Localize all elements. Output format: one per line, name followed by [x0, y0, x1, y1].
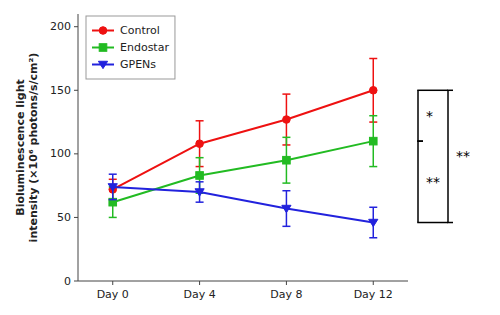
error-bar-cap — [369, 58, 377, 60]
error-bar — [369, 207, 377, 238]
error-bar-cap — [282, 93, 290, 95]
error-bar-cap — [196, 157, 204, 159]
point — [109, 198, 117, 206]
error-bar — [282, 137, 290, 183]
significance-bracket: ** — [423, 90, 470, 222]
legend-frame — [86, 16, 175, 79]
x-tick-label: Day 12 — [354, 288, 393, 301]
significance-bracket: ** — [417, 141, 440, 222]
annotations: ***** — [417, 90, 470, 222]
point — [369, 137, 377, 145]
series — [109, 59, 378, 200]
legend: Control Endostar GPENs — [86, 16, 175, 79]
error-bar-cap — [282, 226, 290, 228]
error-bar — [369, 116, 377, 167]
series-line — [113, 141, 374, 202]
error-bar-cap — [282, 182, 290, 184]
legend-marker — [99, 44, 107, 52]
y-tick-label: 150 — [50, 84, 71, 97]
error-bar-cap — [369, 166, 377, 168]
error-bar — [282, 94, 290, 145]
series-line — [113, 90, 374, 189]
point — [283, 156, 291, 164]
error-bar — [196, 182, 204, 202]
x-tick — [112, 281, 113, 285]
error-bar-cap — [282, 190, 290, 192]
legend-item: Control — [92, 24, 160, 37]
y-tick-label: 0 — [64, 275, 71, 288]
point — [282, 205, 291, 212]
error-bar — [109, 174, 117, 199]
legend-label: Endostar — [120, 41, 169, 54]
bracket-line — [417, 90, 419, 141]
error-bar-cap — [109, 217, 117, 219]
y-tick — [74, 90, 78, 91]
bracket-end — [417, 140, 423, 142]
y-tick — [74, 217, 78, 218]
error-bar-cap — [369, 207, 377, 209]
axes: 0 50 100 150 200 Day 0 Day 4 Day 8 Day 12 — [50, 14, 408, 301]
error-bar-cap — [196, 181, 204, 183]
x-tick-label: Day 8 — [270, 288, 302, 301]
y-axis-label-line: Bioluminescence light — [14, 79, 27, 216]
bracket-end — [417, 140, 423, 142]
y-tick-label: 100 — [50, 147, 71, 160]
significance-label: ** — [456, 148, 470, 164]
y-axis-label: Bioluminescence lightintensity (×10⁶ pho… — [14, 53, 40, 243]
bracket-end — [447, 90, 453, 92]
point — [369, 219, 378, 226]
point — [369, 86, 377, 94]
x-tick — [286, 281, 287, 285]
bracket-end — [417, 90, 423, 92]
y-tick — [74, 26, 78, 27]
error-bar-cap — [109, 199, 117, 201]
error-bar-cap — [196, 201, 204, 203]
series — [109, 116, 378, 218]
x-tick-label: Day 0 — [97, 288, 129, 301]
error-bar-cap — [109, 173, 117, 175]
significance-label: ** — [426, 174, 440, 190]
legend-label: Control — [120, 24, 160, 37]
legend-item: Endostar — [92, 41, 169, 54]
bracket-end — [447, 222, 453, 224]
point — [196, 140, 204, 148]
error-bar-cap — [369, 115, 377, 117]
bracket-connector — [423, 222, 448, 224]
y-tick-label: 50 — [57, 211, 71, 224]
error-bar — [369, 59, 377, 123]
y-axis-label-line: intensity (×10⁶ photons/s/cm²) — [27, 53, 40, 243]
x-tick — [373, 281, 374, 285]
error-bar-cap — [109, 199, 117, 201]
x-axis-line — [78, 281, 408, 282]
significance-label: * — [426, 108, 433, 124]
legend-item: GPENs — [92, 58, 156, 71]
error-bar-cap — [196, 120, 204, 122]
point — [108, 184, 117, 191]
legend-marker — [99, 27, 107, 35]
legend-marker — [98, 61, 107, 68]
point — [196, 172, 204, 180]
error-bar-cap — [369, 237, 377, 239]
bracket-line — [447, 90, 449, 222]
x-tick-label: Day 4 — [183, 288, 215, 301]
plot-area — [108, 59, 378, 238]
point — [283, 116, 291, 124]
series — [108, 174, 378, 238]
y-tick — [74, 153, 78, 154]
y-tick-label: 200 — [50, 20, 71, 33]
x-tick — [199, 281, 200, 285]
error-bar — [282, 191, 290, 227]
chart: 0 50 100 150 200 Day 0 Day 4 Day 8 Day 12 Biolumi… — [0, 0, 500, 315]
series-line — [113, 187, 374, 223]
y-tick — [74, 281, 78, 282]
y-axis-line — [78, 14, 79, 281]
legend-label: GPENs — [120, 58, 156, 71]
significance-bracket: * — [417, 90, 433, 141]
point — [195, 189, 204, 196]
bracket-connector — [423, 90, 448, 92]
bracket-end — [417, 222, 423, 224]
bracket-line — [417, 141, 419, 222]
error-bar-cap — [282, 137, 290, 139]
